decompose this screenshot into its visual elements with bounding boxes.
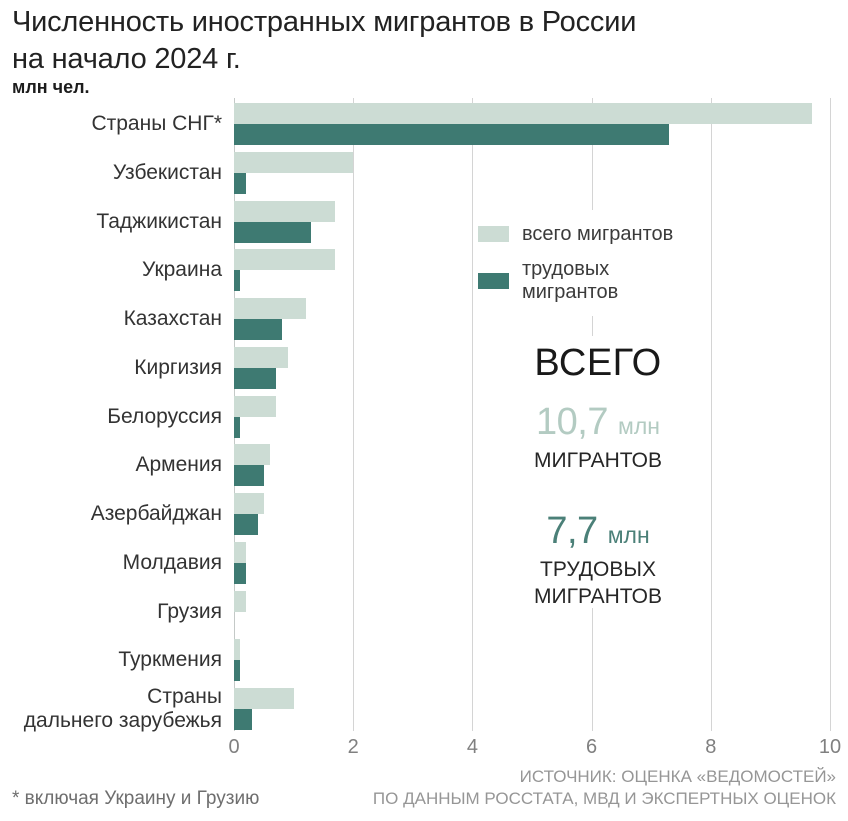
chart-title-line1: Численность иностранных мигрантов в Росс… (12, 6, 637, 38)
category-label: Азербайджан (90, 502, 222, 526)
x-tick-label: 0 (228, 736, 240, 758)
bar-total-12 (234, 639, 240, 661)
gridline (830, 98, 831, 731)
labor-migrants-number: 7,7 млн (508, 510, 688, 553)
legend-label-labor: трудовых мигрантов (522, 257, 619, 303)
source-credit: ИСТОЧНИК: ОЦЕНКА «ВЕДОМОСТЕЙ» ПО ДАННЫМ … (373, 766, 836, 810)
axis-unit-label: млн чел. (12, 77, 90, 97)
bar-labor-9 (234, 514, 258, 536)
x-tick-label: 8 (705, 736, 717, 758)
total-migrants-label: МИГРАНТОВ (534, 449, 662, 472)
category-label: Белоруссия (107, 404, 222, 428)
bar-total-2 (234, 151, 353, 173)
gridline (353, 98, 355, 731)
summary-heading: ВСЕГО (534, 342, 662, 384)
footnote: * включая Украину и Грузию (12, 788, 260, 809)
category-label: Туркмения (118, 648, 222, 672)
x-tick-label: 4 (466, 736, 478, 758)
category-label: Страны дальнего зарубежья (23, 685, 222, 733)
bar-total-13 (234, 688, 294, 710)
bar-labor-1 (234, 124, 669, 145)
bar-labor-13 (234, 709, 252, 731)
source-line2: ПО ДАННЫМ РОССТАТА, МВД И ЭКСПЕРТНЫХ ОЦЕ… (372, 789, 836, 808)
source-line1: ИСТОЧНИК: ОЦЕНКА «ВЕДОМОСТЕЙ» (519, 767, 836, 786)
bar-labor-8 (234, 465, 264, 487)
total-migrants-unit: млн (618, 413, 660, 439)
bar-total-4 (234, 249, 335, 271)
category-label: Киргизия (134, 355, 222, 379)
category-label: Армения (135, 453, 222, 477)
bar-labor-10 (234, 562, 246, 584)
category-label: Страны СНГ* (91, 112, 222, 135)
bar-labor-5 (234, 319, 282, 341)
gridline (710, 98, 712, 731)
labor-migrants-label: ТРУДОВЫХ МИГРАНТОВ (534, 558, 662, 608)
bar-total-11 (234, 590, 246, 612)
x-axis: 0 2 4 6 8 10 (0, 736, 848, 764)
category-label: Молдавия (122, 550, 222, 574)
summary-annotation: ВСЕГО 10,7 млн МИГРАНТОВ 7,7 млн ТРУДОВЫ… (508, 336, 688, 608)
total-migrants-value: 10,7 (536, 401, 608, 443)
chart-legend: всего мигрантов трудовых мигрантов (478, 210, 704, 316)
gridline (472, 98, 474, 731)
bar-total-3 (234, 200, 335, 222)
total-migrants-number: 10,7 млн (508, 401, 688, 444)
legend-label-total: всего мигрантов (522, 222, 674, 245)
legend-item-total: всего мигрантов (478, 223, 704, 246)
bar-total-8 (234, 444, 270, 466)
bar-total-1 (234, 103, 812, 124)
chart-title-line2: на начало 2024 г. (12, 43, 241, 75)
bar-labor-2 (234, 172, 246, 194)
bar-total-5 (234, 298, 306, 320)
legend-swatch-total-icon (478, 226, 509, 242)
bar-labor-3 (234, 221, 311, 243)
category-label: Казахстан (123, 307, 222, 331)
x-tick-label: 6 (586, 736, 598, 758)
bar-total-10 (234, 541, 246, 563)
labor-migrants-value: 7,7 (546, 510, 598, 552)
x-tick-label: 2 (347, 736, 359, 758)
bar-labor-7 (234, 416, 240, 438)
bar-labor-6 (234, 367, 276, 389)
category-label: Грузия (157, 599, 222, 623)
category-label: Украина (142, 258, 222, 282)
chart-plot-area: всего мигрантов трудовых мигрантов ВСЕГО… (0, 98, 848, 733)
bar-total-6 (234, 346, 288, 368)
bar-total-9 (234, 493, 264, 515)
chart-title: Численность иностранных мигрантов в Росс… (12, 4, 636, 78)
bar-labor-12 (234, 660, 240, 682)
category-label: Узбекистан (112, 160, 222, 184)
legend-item-labor: трудовых мигрантов (478, 258, 704, 304)
legend-swatch-labor-icon (478, 272, 509, 289)
category-label: Таджикистан (96, 209, 222, 233)
x-tick-label: 10 (818, 736, 842, 758)
bar-labor-4 (234, 270, 240, 292)
bar-total-7 (234, 395, 276, 417)
labor-migrants-unit: млн (607, 522, 650, 548)
